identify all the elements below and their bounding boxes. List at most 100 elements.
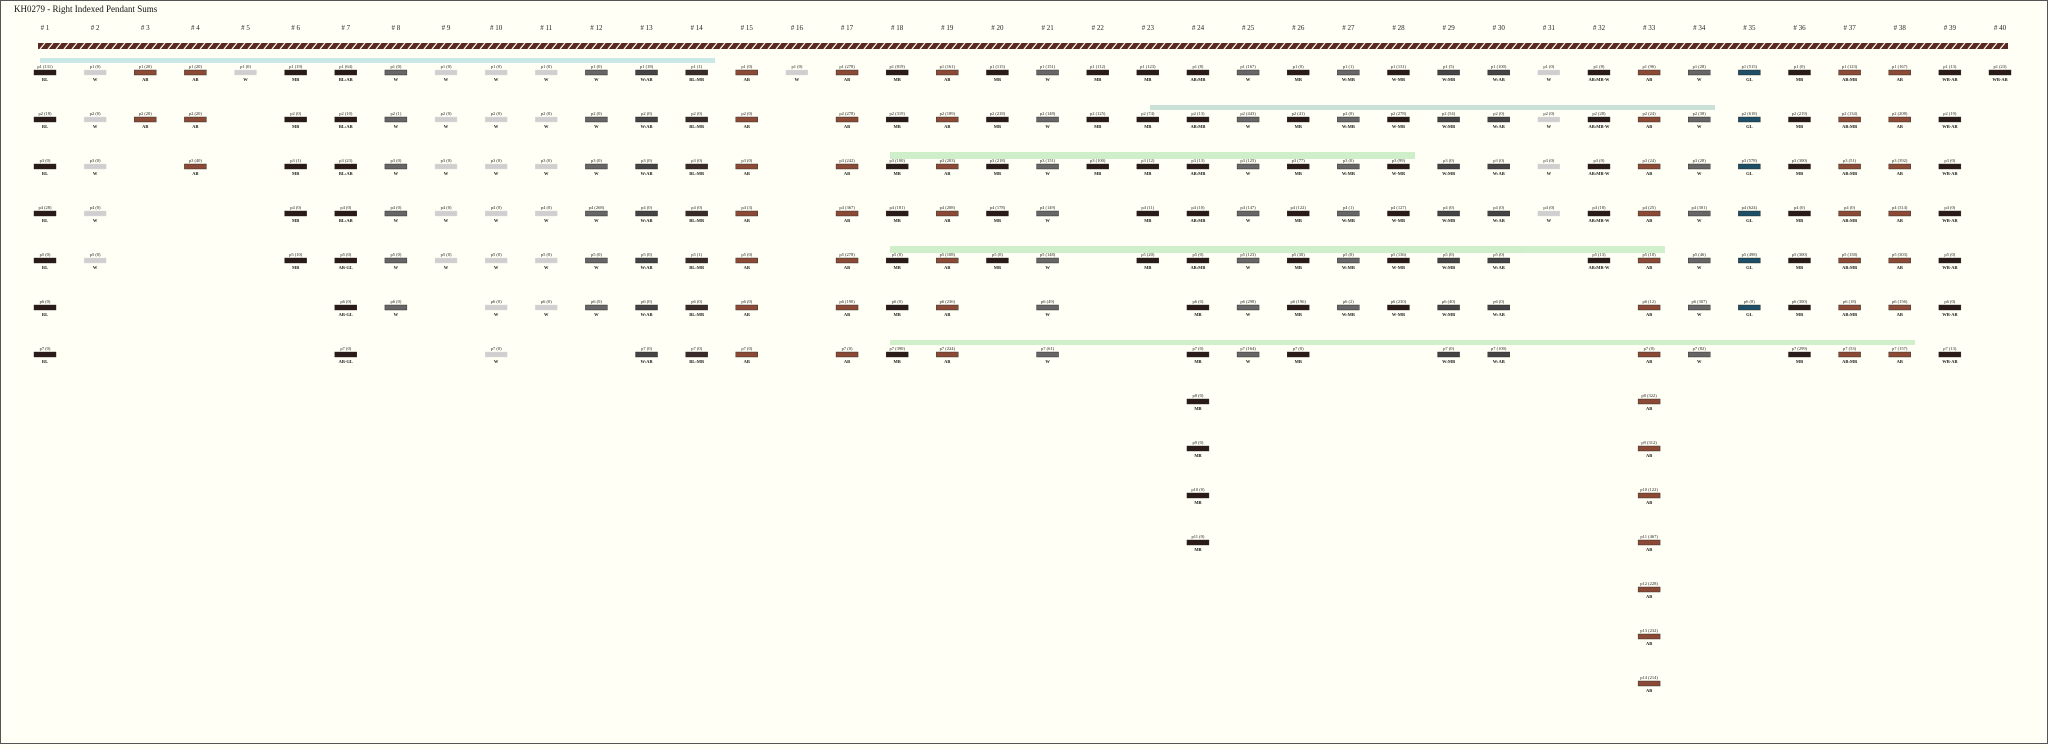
cord-label: p1 (19) <box>289 64 303 69</box>
cord-code: W:AB <box>1493 265 1505 270</box>
cord-code: MB <box>1796 77 1803 82</box>
cord-stripe <box>1359 42 1366 50</box>
cord-code: MB <box>994 77 1001 82</box>
cord <box>785 69 809 76</box>
cord-stripe <box>559 42 566 50</box>
cord-code: BL:MB <box>689 218 704 223</box>
cord-code: AB <box>1897 312 1903 317</box>
cord-code: W:AB <box>641 77 653 82</box>
cord-stripe <box>759 42 766 50</box>
cord <box>1637 210 1661 217</box>
cord-label: p9 (0) <box>1193 440 1204 445</box>
cord-label: p10 (0) <box>1191 487 1205 492</box>
cord <box>936 304 959 311</box>
cord-stripe <box>87 42 94 50</box>
cord-label: p3 (0) <box>641 158 652 163</box>
cord-label: p4 (10) <box>1191 205 1205 210</box>
cord-code: AB <box>744 312 750 317</box>
cord <box>1637 492 1661 499</box>
column-label: # 37 <box>1843 24 1856 32</box>
cord-code: MB <box>1144 218 1151 223</box>
cord-stripe <box>615 42 622 50</box>
cord-stripe <box>1023 42 1030 50</box>
cord <box>1387 210 1410 217</box>
cord-label: p5 (30) <box>1292 252 1306 257</box>
cord-code: AB:MB <box>1190 265 1205 270</box>
cord-stripe <box>1439 42 1446 50</box>
cord-code: W <box>93 218 98 223</box>
cord-label: p2 (218) <box>990 111 1006 116</box>
cord-stripe <box>631 42 638 50</box>
cord-stripe <box>727 42 734 50</box>
cord <box>535 304 558 311</box>
cord <box>1888 257 1911 264</box>
cord-code: AB-GL <box>339 359 353 364</box>
cord-code: AB:MB <box>1190 124 1205 129</box>
cord-label: p5 (0) <box>1193 252 1204 257</box>
cord-code: MB <box>894 359 901 364</box>
cord <box>1186 398 1210 405</box>
cord-code: MB <box>994 265 1001 270</box>
cord-label: p1 (1) <box>1343 64 1354 69</box>
cord-label: p4 (25) <box>1643 205 1657 210</box>
cord-label: p3 (51) <box>1843 158 1857 163</box>
cord-code: AB:MB <box>1842 218 1857 223</box>
cord-label: p2 (0) <box>741 111 752 116</box>
cord-code: W:AB <box>641 171 653 176</box>
cord-stripe <box>1599 42 1606 50</box>
cord-label: p4 (301) <box>1692 205 1708 210</box>
cord <box>1738 304 1761 311</box>
cord-stripe <box>879 42 886 50</box>
cord-stripe <box>655 42 662 50</box>
cord-stripe <box>79 42 86 50</box>
cord <box>635 210 658 217</box>
cord-stripe <box>1935 42 1942 50</box>
cord <box>735 351 758 358</box>
cord-label: p1 (64) <box>339 64 353 69</box>
column-label: # 20 <box>991 24 1004 32</box>
cord <box>1938 351 1962 358</box>
cord-stripe <box>831 42 838 50</box>
cord-code: W <box>494 218 499 223</box>
cord-label: p3 (12) <box>1141 158 1155 163</box>
cord <box>1236 304 1260 311</box>
cord-stripe <box>263 42 270 50</box>
cord-code: W-MB <box>1392 312 1405 317</box>
cord-label: p2 (208) <box>1892 111 1908 116</box>
cord <box>1186 351 1210 358</box>
cord-stripe <box>191 42 198 50</box>
cord-stripe <box>343 42 350 50</box>
cord <box>33 351 57 358</box>
cord-label: p1 (18) <box>640 64 654 69</box>
cord-label: p6 (0) <box>541 299 552 304</box>
cord <box>334 69 357 76</box>
cord-label: p3 (1) <box>290 158 301 163</box>
cord-stripe <box>63 42 70 50</box>
cord <box>735 257 758 264</box>
column-label: # 31 <box>1543 24 1556 32</box>
cord <box>1537 69 1561 76</box>
cord-label: p3 (0) <box>390 158 401 163</box>
cord-code: W <box>1547 124 1552 129</box>
cord <box>1888 163 1911 170</box>
cord-stripe <box>55 42 62 50</box>
cord-stripe <box>1415 42 1422 50</box>
cord-label: p7 (0) <box>491 346 502 351</box>
cord-stripe <box>719 42 726 50</box>
cord <box>986 116 1009 123</box>
cord-stripe <box>1679 42 1686 50</box>
cord-stripe <box>439 42 446 50</box>
cord-stripe <box>119 42 126 50</box>
column-label: # 19 <box>941 24 954 32</box>
cord-stripe <box>143 42 150 50</box>
cord <box>1587 116 1611 123</box>
cord-stripe <box>183 42 190 50</box>
cord-code: W <box>1697 218 1702 223</box>
cord-label: p3 (218) <box>990 158 1006 163</box>
cord <box>1487 116 1510 123</box>
cord-label: p11 (0) <box>1191 534 1204 539</box>
cord <box>1186 116 1210 123</box>
cord-stripe <box>1191 42 1198 50</box>
cord-label: p5 (0) <box>591 252 602 257</box>
cord-label: p1 (0) <box>1293 64 1304 69</box>
